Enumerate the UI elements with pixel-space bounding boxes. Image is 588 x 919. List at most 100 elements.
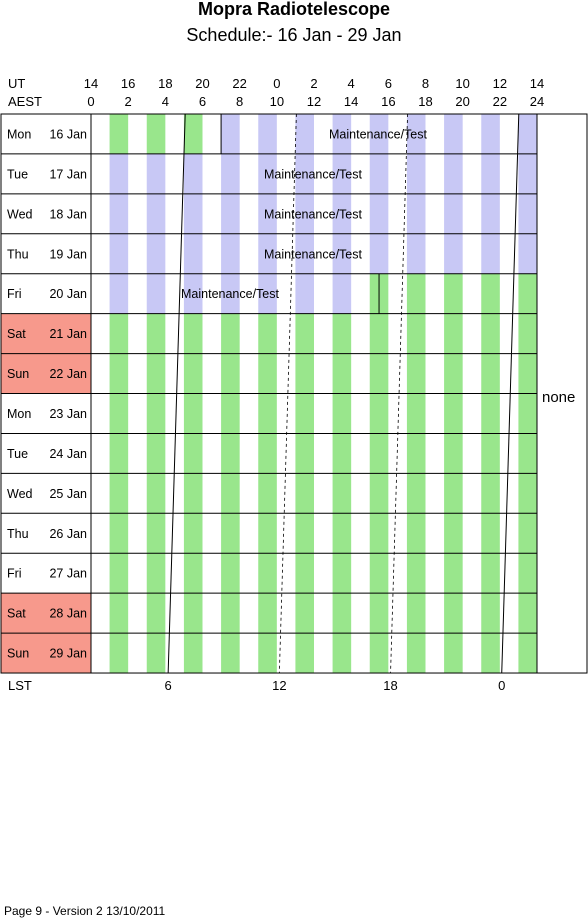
- schedule-stripe: [146, 273, 166, 314]
- weekend-day-cell: [1, 633, 91, 674]
- schedule-stripe: [332, 114, 352, 154]
- schedule-stripe: [295, 114, 314, 154]
- schedule-stripe: [295, 273, 314, 314]
- weekend-day-cell: [1, 593, 91, 634]
- schedule-stripe: [221, 313, 240, 674]
- day-date: 22 Jan: [49, 367, 87, 381]
- ut-tick: 20: [195, 76, 209, 91]
- day-date: 17 Jan: [49, 167, 87, 181]
- day-date: 21 Jan: [49, 327, 87, 341]
- schedule-stripe: [183, 153, 203, 274]
- schedule-stripe: [406, 313, 426, 674]
- aest-tick: 2: [125, 94, 132, 109]
- ut-tick: 12: [493, 76, 507, 91]
- schedule-stripe: [369, 313, 389, 674]
- ut-tick: 16: [121, 76, 135, 91]
- day-date: 23 Jan: [49, 407, 87, 421]
- lst-tick: 6: [165, 678, 172, 693]
- day-date: 19 Jan: [49, 247, 87, 261]
- schedule-stripe: [406, 273, 426, 314]
- block-label: Maintenance/Test: [181, 287, 280, 301]
- schedule-stripe: [481, 313, 500, 674]
- day-name: Sun: [7, 367, 29, 381]
- day-date: 25 Jan: [49, 487, 87, 501]
- day-name: Sun: [7, 647, 29, 661]
- schedule-stripe: [481, 273, 500, 314]
- schedule-stripe: [332, 153, 352, 274]
- schedule-stripe: [518, 273, 537, 314]
- ut-tick: 22: [232, 76, 246, 91]
- day-name: Thu: [7, 527, 29, 541]
- day-name: Thu: [7, 247, 29, 261]
- chart-subtitle: Schedule:- 16 Jan - 29 Jan: [186, 25, 401, 45]
- schedule-stripe: [295, 153, 314, 274]
- schedule-stripe: [332, 313, 352, 674]
- ut-tick: 8: [422, 76, 429, 91]
- schedule-stripe: [146, 313, 166, 674]
- chart-title: Mopra Radiotelescope: [198, 0, 390, 19]
- aest-tick: 22: [493, 94, 507, 109]
- schedule-stripe: [258, 273, 277, 314]
- day-date: 18 Jan: [49, 207, 87, 221]
- aest-tick: 10: [270, 94, 284, 109]
- day-name: Wed: [7, 207, 33, 221]
- schedule-stripe: [518, 313, 537, 674]
- lst-tick: 0: [498, 678, 505, 693]
- schedule-stripe: [332, 273, 352, 314]
- schedule-stripe: [444, 273, 463, 314]
- schedule-stripe: [481, 153, 500, 274]
- aest-tick: 18: [418, 94, 432, 109]
- ut-tick: 0: [273, 76, 280, 91]
- schedule-stripe: [481, 114, 500, 154]
- schedule-stripe: [109, 153, 129, 274]
- schedule-stripe: [146, 114, 166, 154]
- day-name: Fri: [7, 287, 22, 301]
- ut-tick: 18: [158, 76, 172, 91]
- schedule-stripe: [258, 313, 277, 674]
- ut-tick: 14: [530, 76, 544, 91]
- ut-tick: 10: [455, 76, 469, 91]
- day-name: Tue: [7, 167, 28, 181]
- block-label: Maintenance/Test: [329, 127, 428, 141]
- ut-tick: 14: [84, 76, 98, 91]
- day-name: Fri: [7, 567, 22, 581]
- aest-tick: 0: [87, 94, 94, 109]
- schedule-stripe: [444, 313, 463, 674]
- day-date: 28 Jan: [49, 607, 87, 621]
- schedule-stripe: [183, 313, 203, 674]
- day-name: Tue: [7, 447, 28, 461]
- day-name: Mon: [7, 127, 31, 141]
- block-label: Maintenance/Test: [264, 247, 363, 261]
- schedule-stripe: [109, 114, 129, 154]
- schedule-stripe: [109, 313, 129, 674]
- day-name: Sat: [7, 327, 26, 341]
- schedule-stripe: [221, 273, 240, 314]
- schedule-stripe: [444, 114, 463, 154]
- block-label: Maintenance/Test: [264, 207, 363, 221]
- schedule-stripe: [444, 153, 463, 274]
- day-name: Wed: [7, 487, 33, 501]
- lst-tick: 12: [272, 678, 286, 693]
- aest-tick: 14: [344, 94, 358, 109]
- ut-tick: 6: [385, 76, 392, 91]
- schedule-stripe: [221, 153, 240, 274]
- aest-tick: 4: [162, 94, 169, 109]
- none-label: none: [542, 389, 575, 406]
- schedule-stripe: [518, 153, 537, 274]
- schedule-stripe: [258, 153, 277, 274]
- day-date: 26 Jan: [49, 527, 87, 541]
- schedule-stripe: [183, 273, 203, 314]
- schedule-stripe: [406, 153, 426, 274]
- schedule-stripe: [369, 153, 389, 274]
- day-name: Sat: [7, 607, 26, 621]
- day-date: 16 Jan: [49, 127, 87, 141]
- day-name: Mon: [7, 407, 31, 421]
- schedule-stripe: [258, 114, 277, 154]
- schedule-stripe: [221, 114, 240, 154]
- ut-row-label: UT: [8, 76, 25, 91]
- aest-row-label: AEST: [8, 94, 42, 109]
- schedule-stripe: [518, 114, 537, 154]
- aest-tick: 20: [455, 94, 469, 109]
- day-date: 24 Jan: [49, 447, 87, 461]
- ut-tick: 2: [310, 76, 317, 91]
